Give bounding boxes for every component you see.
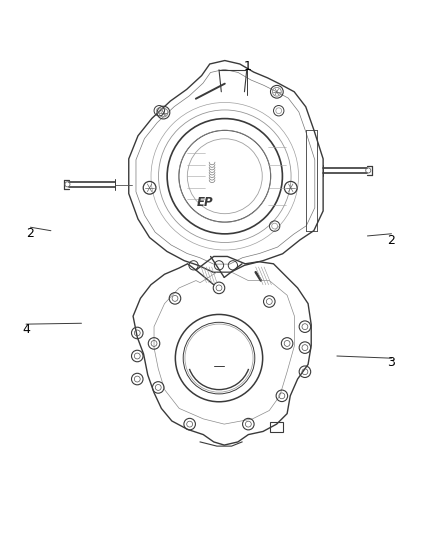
Text: 4: 4 (22, 324, 30, 336)
Text: 3: 3 (388, 356, 396, 369)
Text: 2: 2 (26, 227, 34, 240)
Text: EP: EP (197, 196, 213, 209)
Text: 1: 1 (244, 60, 251, 73)
Text: 2: 2 (388, 234, 396, 247)
